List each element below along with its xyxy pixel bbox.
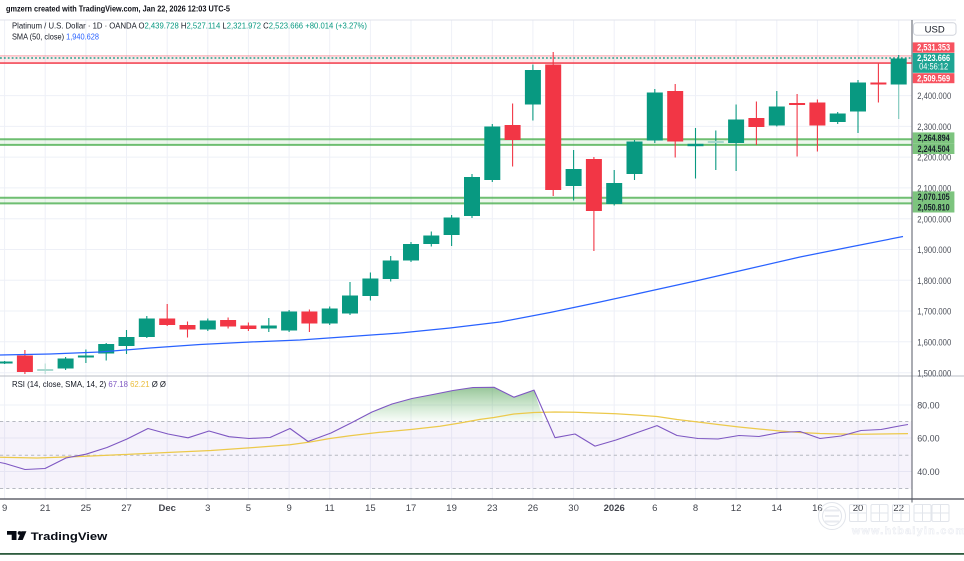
svg-text:Dec: Dec xyxy=(158,503,175,514)
svg-text:2,200.000: 2,200.000 xyxy=(917,153,951,164)
svg-text:11: 11 xyxy=(325,503,335,514)
svg-text:25: 25 xyxy=(81,503,92,514)
svg-text:RSI (14, close, SMA, 14, 2) 67: RSI (14, close, SMA, 14, 2) 67.18 62.21 … xyxy=(12,379,166,389)
svg-text:60.00: 60.00 xyxy=(917,434,940,445)
svg-text:19: 19 xyxy=(446,503,457,514)
svg-text:14: 14 xyxy=(772,503,783,514)
svg-text:26: 26 xyxy=(528,503,539,514)
svg-text:2,264.894: 2,264.894 xyxy=(918,133,950,143)
svg-text:17: 17 xyxy=(406,503,417,514)
svg-text:2,523.666: 2,523.666 xyxy=(917,53,950,63)
svg-text:1,800.000: 1,800.000 xyxy=(917,276,951,287)
svg-text:2,509.569: 2,509.569 xyxy=(917,73,950,83)
svg-text:1,900.000: 1,900.000 xyxy=(917,245,951,256)
svg-text:8: 8 xyxy=(693,503,698,514)
svg-text:15: 15 xyxy=(365,503,376,514)
svg-text:SMA (50, close) 1,940.628: SMA (50, close) 1,940.628 xyxy=(12,32,99,42)
svg-text:5: 5 xyxy=(246,503,251,514)
svg-text:04:56:12: 04:56:12 xyxy=(919,62,948,72)
svg-text:22: 22 xyxy=(893,503,904,514)
svg-text:9: 9 xyxy=(2,503,7,514)
svg-text:2026: 2026 xyxy=(604,503,625,514)
svg-text:27: 27 xyxy=(121,503,132,514)
svg-text:Platinum / U.S. Dollar · 1D ·: Platinum / U.S. Dollar · 1D · OANDA O2,4… xyxy=(12,20,367,30)
svg-text:2,531.353: 2,531.353 xyxy=(917,43,950,53)
svg-text:2,244.504: 2,244.504 xyxy=(918,144,950,154)
svg-text:2,300.000: 2,300.000 xyxy=(917,122,951,133)
svg-text:gmzern created with TradingVie: gmzern created with TradingView.com, Jan… xyxy=(6,3,230,13)
svg-text:2,000.000: 2,000.000 xyxy=(917,214,951,225)
svg-text:1,600.000: 1,600.000 xyxy=(917,337,951,348)
svg-text:www.htbaiyin.com: www.htbaiyin.com xyxy=(851,525,964,537)
svg-text:2,050.810: 2,050.810 xyxy=(918,202,950,212)
svg-text:9: 9 xyxy=(286,503,291,514)
svg-text:40.00: 40.00 xyxy=(917,467,940,478)
svg-text:2,100.000: 2,100.000 xyxy=(917,184,951,195)
svg-text:23: 23 xyxy=(487,503,498,514)
svg-text:6: 6 xyxy=(652,503,657,514)
svg-text:USD: USD xyxy=(925,24,945,35)
svg-text:TradingView: TradingView xyxy=(31,531,108,543)
svg-text:2,400.000: 2,400.000 xyxy=(917,91,951,102)
svg-text:16: 16 xyxy=(812,503,823,514)
svg-text:1,700.000: 1,700.000 xyxy=(917,307,951,318)
svg-text:30: 30 xyxy=(568,503,579,514)
svg-text:2,070.105: 2,070.105 xyxy=(918,192,950,202)
svg-text:1,500.000: 1,500.000 xyxy=(917,368,951,379)
svg-text:21: 21 xyxy=(40,503,51,514)
svg-text:3: 3 xyxy=(205,503,210,514)
svg-text:80.00: 80.00 xyxy=(917,401,940,412)
svg-text:12: 12 xyxy=(731,503,742,514)
